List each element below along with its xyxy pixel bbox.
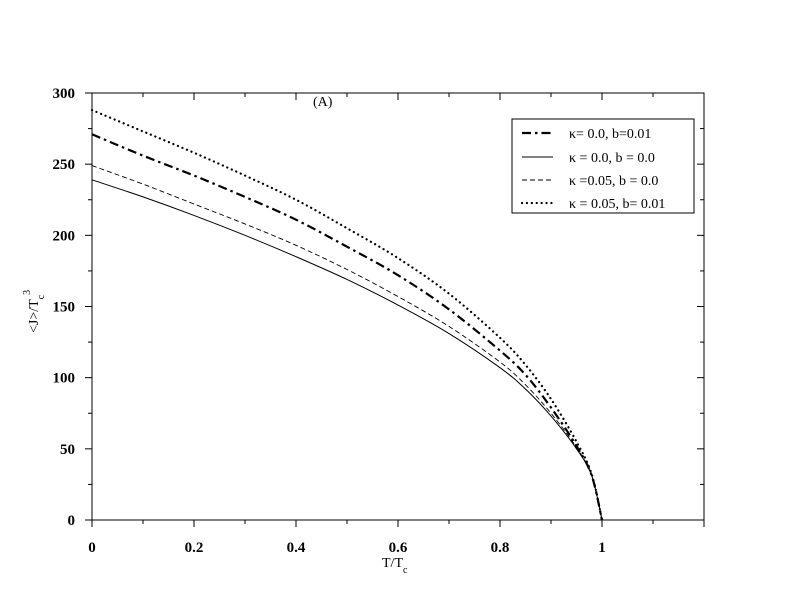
- series-line-2: [91, 179, 603, 521]
- x-axis-label-sub: c: [403, 565, 408, 576]
- legend-label-1: κ= 0.0, b=0.01: [569, 127, 651, 142]
- y-axis-label-sub: c: [36, 294, 47, 299]
- legend-label-3: κ =0.05, b = 0.0: [569, 174, 658, 189]
- y-tick-label: 50: [60, 442, 75, 458]
- y-tick-label: 250: [53, 157, 76, 173]
- x-tick-label: 0.8: [491, 540, 510, 556]
- y-tick-label: 150: [53, 300, 76, 316]
- legend-box: [511, 118, 695, 214]
- x-tick-label: 0: [88, 540, 96, 556]
- series-line-1: [91, 133, 604, 521]
- x-axis-label-main: T/T: [382, 556, 403, 571]
- series-line-3: [91, 165, 603, 521]
- y-axis-label-sup: 3: [22, 290, 33, 295]
- legend-items: κ= 0.0, b=0.01 κ = 0.0, b = 0.0 κ =0.05, b…: [520, 127, 665, 212]
- x-tick-label: 0.2: [185, 540, 204, 556]
- legend-label-4: κ = 0.05, b= 0.01: [569, 197, 665, 212]
- y-axis-label-main: <J>/T: [27, 299, 42, 333]
- x-tick-label: 0.4: [287, 540, 306, 556]
- y-axis-label: <J>/Tc3: [22, 290, 47, 333]
- x-tick-label: 0.6: [389, 540, 408, 556]
- x-axis-label: T/Tc: [382, 556, 408, 576]
- x-tick-label: 1: [598, 540, 606, 556]
- y-tick-label: 100: [53, 371, 76, 387]
- ticks: [85, 92, 705, 527]
- legend: κ= 0.0, b=0.01 κ = 0.0, b = 0.0 κ =0.05, b…: [511, 118, 695, 214]
- y-tick-label: 300: [53, 86, 76, 102]
- annotation-label: (A): [313, 95, 333, 110]
- tick-labels: 0 0.2 0.4 0.6 0.8 1 0 50 100 150 200 250 300: [53, 86, 606, 556]
- series-lines: [90, 108, 604, 522]
- y-tick-label: 200: [53, 228, 76, 244]
- y-tick-label: 0: [68, 513, 76, 529]
- legend-label-2: κ = 0.0, b = 0.0: [569, 151, 655, 166]
